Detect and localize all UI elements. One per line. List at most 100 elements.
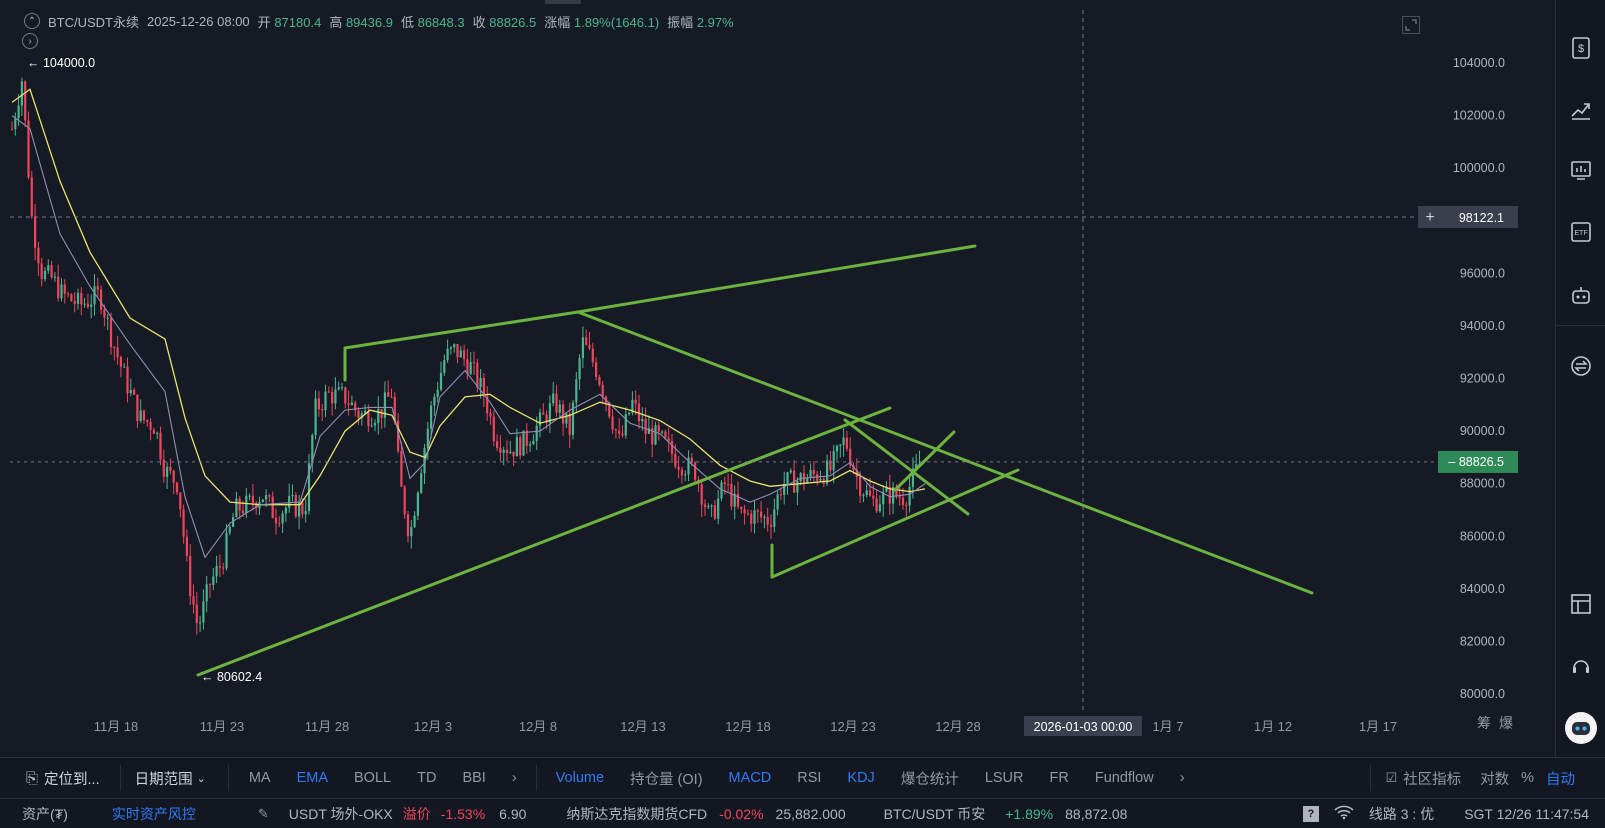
chart-area[interactable]: 104000.0 102000.0 100000.0 96000.0 94000.0 92… xyxy=(0,0,1555,757)
log-scale-toggle[interactable]: 对数 xyxy=(1480,771,1510,788)
indicator-ma[interactable]: MA xyxy=(248,770,271,786)
candle-body xyxy=(621,433,624,436)
candle-body xyxy=(710,505,713,507)
open-value: 87180.4 xyxy=(274,14,322,30)
sub-indicator-liquidation[interactable]: 爆仓统计 xyxy=(900,771,959,788)
candle-body xyxy=(83,303,86,305)
trend-line xyxy=(576,244,977,314)
candle-body xyxy=(354,402,357,411)
last-price-box xyxy=(1438,450,1518,473)
candle-body xyxy=(796,481,799,493)
ma-line-gray xyxy=(11,115,926,559)
goto-button[interactable]: 定位到... xyxy=(44,771,100,788)
candle-body xyxy=(829,460,832,471)
help-icon[interactable]: ? xyxy=(1302,805,1319,822)
sub-indicator-rsi[interactable]: RSI xyxy=(797,770,822,786)
candle-body xyxy=(466,359,469,375)
candle-body xyxy=(482,378,485,397)
indicator-bbi[interactable]: BBI xyxy=(462,770,486,786)
maximize-icon[interactable] xyxy=(1402,16,1420,34)
auto-scale-toggle[interactable]: 自动 xyxy=(1546,771,1575,788)
sub-indicator-fr[interactable]: FR xyxy=(1049,770,1069,786)
connection-line-label[interactable]: 线路 3 : 优 xyxy=(1368,805,1435,822)
date-range-button[interactable]: 日期范围 xyxy=(134,771,193,788)
robot-icon[interactable] xyxy=(1569,283,1593,307)
expand-icon[interactable]: › xyxy=(22,33,38,49)
sub-indicator-fundflow[interactable]: Fundflow xyxy=(1094,770,1154,786)
candle-body xyxy=(786,472,789,484)
price-chart[interactable]: 104000.0 102000.0 100000.0 96000.0 94000.0 92… xyxy=(0,0,1555,757)
sub-indicator-kdj[interactable]: KDJ xyxy=(847,770,875,786)
candle-body xyxy=(393,397,396,421)
candle-body xyxy=(37,247,40,264)
indicator-td[interactable]: TD xyxy=(417,770,437,786)
candle-body xyxy=(265,495,268,500)
sub-indicator-oi[interactable]: 持仓量 (OI) xyxy=(630,771,703,788)
swap-icon[interactable] xyxy=(1569,354,1593,378)
chevron-down-icon[interactable]: ⌄ xyxy=(196,772,206,785)
candle-body xyxy=(268,495,271,497)
candle-body xyxy=(202,601,205,623)
candle-body xyxy=(760,511,763,518)
risk-control-link[interactable]: 实时资产风控 xyxy=(111,805,196,822)
candle-body xyxy=(542,412,545,415)
candle-body xyxy=(892,487,895,504)
candle-body xyxy=(529,444,532,446)
candle-body xyxy=(248,495,251,497)
community-indicators-button[interactable]: 社区指标 xyxy=(1403,771,1462,788)
candle-body xyxy=(839,444,842,446)
chevron-right-icon[interactable]: › xyxy=(511,770,517,786)
dollar-icon[interactable]: $ xyxy=(1569,36,1593,60)
candle-body xyxy=(291,495,294,497)
time-axis-tick: 12月 28 xyxy=(935,719,981,734)
layout-icon[interactable] xyxy=(1569,592,1593,616)
candle-body xyxy=(278,523,281,525)
ticker-nasdaq-name[interactable]: 纳斯达克指数期货CFD xyxy=(566,805,708,822)
ticker-nasdaq-change: -0.02% xyxy=(719,805,764,822)
edit-icon[interactable]: ✎ xyxy=(257,805,269,821)
community-icon[interactable]: ☑ xyxy=(1385,770,1398,785)
assets-label[interactable]: 资产(₮) xyxy=(22,805,68,822)
price-axis-tick: 96000.0 xyxy=(1460,266,1505,280)
trend-line xyxy=(576,310,1314,595)
collapse-icon[interactable]: ⌃ xyxy=(24,13,40,29)
candle-body xyxy=(50,265,53,278)
candle-body xyxy=(776,494,779,510)
candle-body xyxy=(684,474,687,476)
goto-icon[interactable]: ⎘ xyxy=(26,769,39,787)
divider xyxy=(1370,765,1372,791)
candle-body xyxy=(347,403,350,405)
price-axis-tick: 102000.0 xyxy=(1453,109,1505,123)
low-label: 低 xyxy=(400,14,414,30)
ticker-usdt-otc-name[interactable]: USDT 场外-OKX xyxy=(288,805,393,822)
indicator-boll[interactable]: BOLL xyxy=(354,770,392,786)
assistant-avatar-icon[interactable] xyxy=(1565,712,1597,744)
ohlc-legend: ⌃ BTC/USDT永续 2025-12-26 08:00 开 87180.4 … xyxy=(24,12,734,30)
support-icon[interactable] xyxy=(1569,654,1593,678)
candle-body xyxy=(882,491,885,505)
chevron-right-icon[interactable]: › xyxy=(1179,770,1185,786)
price-axis-tick: 84000.0 xyxy=(1460,582,1505,596)
candle-body xyxy=(67,293,70,295)
candle-body xyxy=(271,496,274,519)
sub-indicator-volume[interactable]: Volume xyxy=(555,770,605,786)
candle-body xyxy=(327,391,330,393)
candle-body xyxy=(443,360,446,373)
ticker-usdt-otc-change: -1.53% xyxy=(440,805,486,822)
candle-body xyxy=(657,425,660,432)
candle-body xyxy=(436,389,439,397)
candle-body xyxy=(453,344,456,348)
candle-body xyxy=(261,499,264,502)
sub-indicator-macd[interactable]: MACD xyxy=(728,770,772,786)
etf-icon[interactable]: ETF xyxy=(1569,220,1593,244)
indicator-ema[interactable]: EMA xyxy=(296,770,328,786)
sub-indicator-lsur[interactable]: LSUR xyxy=(984,770,1024,786)
candle-body xyxy=(146,420,149,423)
candle-body xyxy=(915,464,918,469)
chart-panel-icon[interactable] xyxy=(1569,158,1593,182)
ticker-btc-binance-name[interactable]: BTC/USDT 币安 xyxy=(883,805,986,822)
close-value: 88826.5 xyxy=(489,14,537,30)
candle-body xyxy=(245,495,248,514)
trend-icon[interactable] xyxy=(1569,98,1593,122)
percent-scale-toggle[interactable]: % xyxy=(1521,770,1534,786)
